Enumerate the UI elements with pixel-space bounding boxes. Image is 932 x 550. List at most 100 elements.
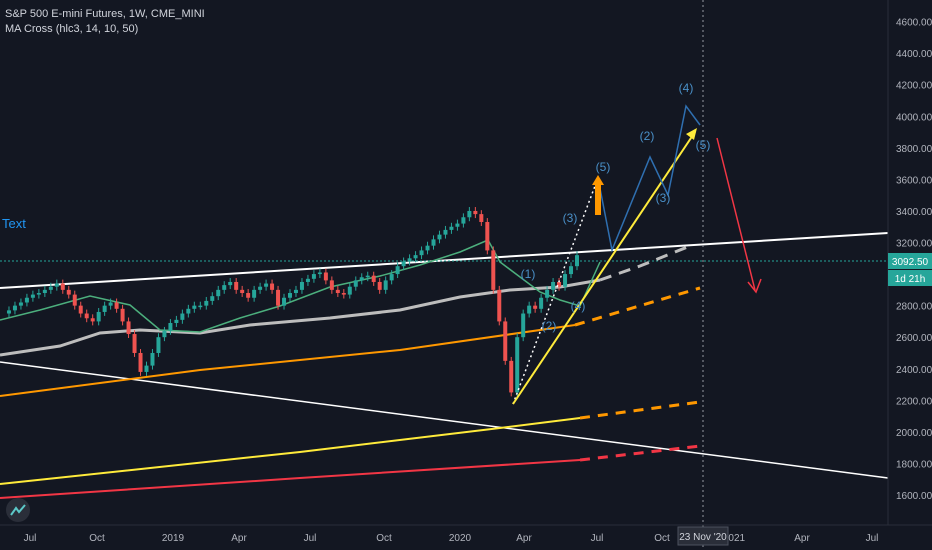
chart-title: S&P 500 E-mini Futures, 1W, CME_MINI xyxy=(5,8,205,20)
candle-body xyxy=(563,274,568,287)
candle-body xyxy=(341,293,346,295)
candle-body xyxy=(365,275,370,278)
price-tick-label: 1600.00 xyxy=(896,491,932,502)
time-tick-label: Jul xyxy=(591,533,604,544)
candle-body xyxy=(455,223,460,227)
candle-body xyxy=(497,289,502,322)
lower-trend-line xyxy=(0,361,889,479)
candle-body xyxy=(335,289,340,294)
crosshair-date-label: 23 Nov '20 xyxy=(679,532,727,543)
wave-label: (2) xyxy=(640,129,655,143)
time-tick-label: 2021 xyxy=(723,533,746,544)
candle-body xyxy=(258,286,263,290)
price-tick-label: 4200.00 xyxy=(896,81,932,92)
countdown-badge xyxy=(888,270,932,286)
candle-body xyxy=(551,281,556,290)
candle-body xyxy=(246,293,251,298)
candle-body xyxy=(174,319,179,323)
last-price-badge xyxy=(888,253,932,269)
candle-body xyxy=(395,266,400,275)
candle-body xyxy=(30,294,35,298)
time-tick-label: 2020 xyxy=(449,533,472,544)
candle-body xyxy=(36,293,41,295)
time-tick-label: Apr xyxy=(516,533,532,544)
candle-body xyxy=(293,289,298,294)
countdown-label: 1d 21h xyxy=(895,274,926,285)
candle-body xyxy=(144,365,149,372)
candle-body xyxy=(545,289,550,298)
candle-body xyxy=(371,275,376,282)
candle-body xyxy=(66,289,71,295)
indicator-legend: MA Cross (hlc3, 14, 10, 50) xyxy=(5,23,139,35)
candle-body xyxy=(509,360,514,393)
candle-body xyxy=(54,283,59,287)
candle-body xyxy=(461,217,466,224)
candle-body xyxy=(138,352,143,372)
candle-body xyxy=(401,261,406,267)
candle-body xyxy=(557,281,562,287)
candle-body xyxy=(210,296,215,301)
candle-body xyxy=(311,274,316,279)
candle-body xyxy=(473,210,478,215)
candle-body xyxy=(84,313,89,319)
candle-body xyxy=(90,318,95,322)
wave-label: (3) xyxy=(563,211,578,225)
candle-body xyxy=(192,305,197,309)
price-tick-label: 2000.00 xyxy=(896,428,932,439)
candle-body xyxy=(96,311,101,322)
wave-label: (3) xyxy=(656,191,671,205)
candle-body xyxy=(467,210,472,218)
wave-dotted-line xyxy=(512,177,599,405)
orange-up-arrow xyxy=(592,175,604,215)
text-annotation[interactable]: Text xyxy=(2,216,26,231)
time-tick-label: Jul xyxy=(866,533,879,544)
elliott-wave-layer: (1) (2) (3) (4) (5) (2) (3) (4) (5) xyxy=(512,81,762,405)
candle-body xyxy=(425,245,430,251)
price-tick-label: 3400.00 xyxy=(896,207,932,218)
candle-body xyxy=(12,305,17,311)
candle-body xyxy=(252,289,257,298)
price-tick-label: 3600.00 xyxy=(896,175,932,186)
candle-body xyxy=(168,322,173,331)
time-tick-label: Oct xyxy=(376,533,392,544)
candle-body xyxy=(42,289,47,294)
candle-body xyxy=(323,272,328,281)
candle-body xyxy=(114,302,119,309)
candle-body xyxy=(198,305,203,308)
time-tick-label: Apr xyxy=(231,533,247,544)
candle-body xyxy=(132,334,137,353)
ma-slow-projection xyxy=(599,244,691,282)
candle-body xyxy=(276,289,281,306)
candle-body xyxy=(347,286,352,295)
time-tick-label: Jul xyxy=(24,533,37,544)
wave-label: (4) xyxy=(571,299,586,313)
candle-body xyxy=(575,255,579,267)
candle-body xyxy=(491,250,496,290)
ma-200-line xyxy=(0,324,576,397)
yellow-support-projection xyxy=(579,400,701,420)
candle-body xyxy=(515,337,520,393)
candle-body xyxy=(383,280,388,290)
tradingview-logo-icon[interactable] xyxy=(6,498,30,522)
time-tick-label: Oct xyxy=(89,533,105,544)
candle-body xyxy=(60,283,65,290)
candle-body xyxy=(180,313,185,320)
elliott-wave-path xyxy=(597,104,701,253)
candle-body xyxy=(503,321,508,361)
candle-body xyxy=(539,297,544,309)
moving-averages-layer xyxy=(0,239,691,357)
candle-body xyxy=(485,222,490,251)
price-tick-label: 3200.00 xyxy=(896,239,932,250)
candle-body xyxy=(569,266,574,275)
time-tick-label: Apr xyxy=(794,533,810,544)
last-price-label: 3092.50 xyxy=(892,257,929,268)
price-tick-label: 4400.00 xyxy=(896,49,932,60)
crosshair-date-badge xyxy=(677,526,729,546)
candle-body xyxy=(407,258,412,262)
candle-body xyxy=(288,293,292,298)
candle-body xyxy=(48,286,53,290)
candle-body xyxy=(162,330,167,338)
candle-body xyxy=(156,337,161,353)
